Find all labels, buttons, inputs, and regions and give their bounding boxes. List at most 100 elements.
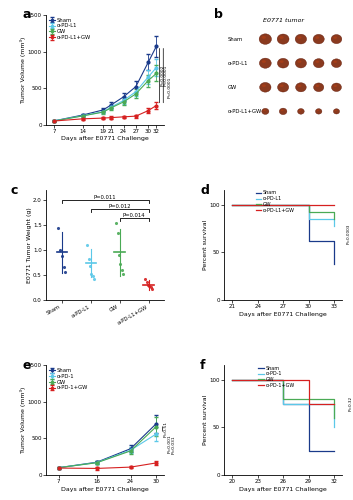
Text: c: c (10, 184, 18, 196)
α-PD-1 (281, 377, 285, 383)
Sham (306, 202, 311, 207)
Ellipse shape (298, 108, 304, 114)
Ellipse shape (281, 110, 283, 111)
α-PD-1+GW (332, 400, 336, 406)
Y-axis label: Percent survival: Percent survival (203, 395, 208, 446)
X-axis label: Days after E0771 Challenge: Days after E0771 Challenge (239, 487, 327, 492)
Text: α-PD-L1+GW: α-PD-L1+GW (227, 109, 262, 114)
Text: P=0.001: P=0.001 (168, 434, 172, 453)
X-axis label: Days after E0771 Challenge: Days after E0771 Challenge (239, 312, 327, 316)
Ellipse shape (277, 82, 289, 92)
Text: P=0.32: P=0.32 (349, 396, 353, 411)
Line: α-PD-1+GW: α-PD-1+GW (232, 380, 334, 404)
Y-axis label: Percent survival: Percent survival (203, 220, 208, 270)
GW (332, 396, 336, 402)
Sham (306, 400, 311, 406)
Point (120, 270, 126, 278)
Sham (281, 202, 285, 207)
X-axis label: Days after E0771 Challenge: Days after E0771 Challenge (61, 136, 149, 141)
Ellipse shape (317, 110, 319, 111)
Ellipse shape (334, 85, 337, 87)
Ellipse shape (298, 36, 301, 39)
α-PD-1+GW (306, 400, 311, 406)
Ellipse shape (331, 59, 342, 68)
Point (55, 224, 61, 232)
Ellipse shape (279, 108, 287, 114)
Point (87, 262, 93, 270)
Text: P<0.0001: P<0.0001 (168, 76, 172, 98)
Ellipse shape (331, 34, 342, 43)
Ellipse shape (316, 84, 319, 87)
Text: E0771 tumor: E0771 tumor (263, 18, 304, 24)
Ellipse shape (295, 34, 307, 44)
Ellipse shape (315, 36, 319, 39)
Ellipse shape (259, 58, 271, 68)
α-PD-L1 (332, 224, 336, 230)
Point (146, 282, 152, 290)
Sham (332, 448, 336, 454)
Text: P=0.031: P=0.031 (172, 436, 176, 454)
Point (119, 266, 125, 274)
Point (57, 246, 63, 254)
Y-axis label: Tumor Volume (mm³): Tumor Volume (mm³) (20, 387, 26, 454)
Ellipse shape (262, 36, 266, 39)
GW (230, 377, 234, 383)
Ellipse shape (298, 60, 301, 63)
Point (59, 252, 65, 260)
Ellipse shape (316, 60, 319, 63)
Text: P=0.51: P=0.51 (163, 421, 167, 437)
Ellipse shape (333, 36, 337, 39)
Text: Sham: Sham (227, 36, 243, 42)
Text: P<0.0001: P<0.0001 (164, 65, 168, 86)
Text: b: b (214, 8, 223, 22)
α-PD-L1+GW (332, 202, 336, 207)
Ellipse shape (295, 58, 306, 68)
Line: Sham: Sham (232, 204, 334, 264)
Legend: Sham, α-PD-1, GW, α-PD-1+GW: Sham, α-PD-1, GW, α-PD-1+GW (258, 366, 295, 388)
Point (145, 281, 151, 289)
GW (281, 377, 285, 383)
Point (113, 218, 119, 226)
α-PD-1+GW (306, 377, 311, 383)
GW (230, 202, 234, 207)
Legend: Sham, α-PD-1, GW, α-PD-1+GW: Sham, α-PD-1, GW, α-PD-1+GW (48, 368, 88, 390)
Point (91, 275, 97, 283)
α-PD-L1+GW (332, 202, 336, 207)
Ellipse shape (313, 83, 324, 92)
Ellipse shape (280, 84, 284, 87)
Ellipse shape (263, 110, 266, 111)
Point (89, 270, 94, 278)
α-PD-L1 (332, 216, 336, 222)
Line: α-PD-1: α-PD-1 (232, 380, 334, 428)
Text: e: e (22, 359, 31, 372)
Ellipse shape (298, 84, 301, 87)
Ellipse shape (335, 110, 337, 111)
α-PD-1+GW (332, 400, 336, 406)
GW (332, 209, 336, 215)
Sham (332, 260, 336, 266)
Ellipse shape (299, 110, 301, 111)
Point (118, 260, 123, 268)
Ellipse shape (262, 84, 266, 87)
Line: GW: GW (232, 204, 334, 219)
GW (306, 209, 311, 215)
Ellipse shape (280, 60, 284, 63)
Text: P=0.014: P=0.014 (123, 213, 145, 218)
Text: P=0.011: P=0.011 (94, 195, 116, 200)
Y-axis label: E0771 Tumor Weight (g): E0771 Tumor Weight (g) (26, 207, 31, 283)
Sham (230, 202, 234, 207)
Text: d: d (200, 184, 209, 196)
α-PD-1 (332, 400, 336, 406)
Text: GW: GW (227, 85, 237, 90)
Point (90, 272, 96, 280)
Ellipse shape (280, 36, 284, 39)
Point (62, 268, 68, 276)
Ellipse shape (277, 34, 289, 44)
Point (144, 278, 149, 286)
Text: P<0.0002: P<0.0002 (160, 65, 164, 86)
Point (148, 284, 154, 292)
Text: a: a (22, 8, 31, 22)
Sham (306, 448, 311, 454)
Y-axis label: Tumor Volume (mm³): Tumor Volume (mm³) (20, 36, 26, 103)
Ellipse shape (333, 108, 340, 114)
